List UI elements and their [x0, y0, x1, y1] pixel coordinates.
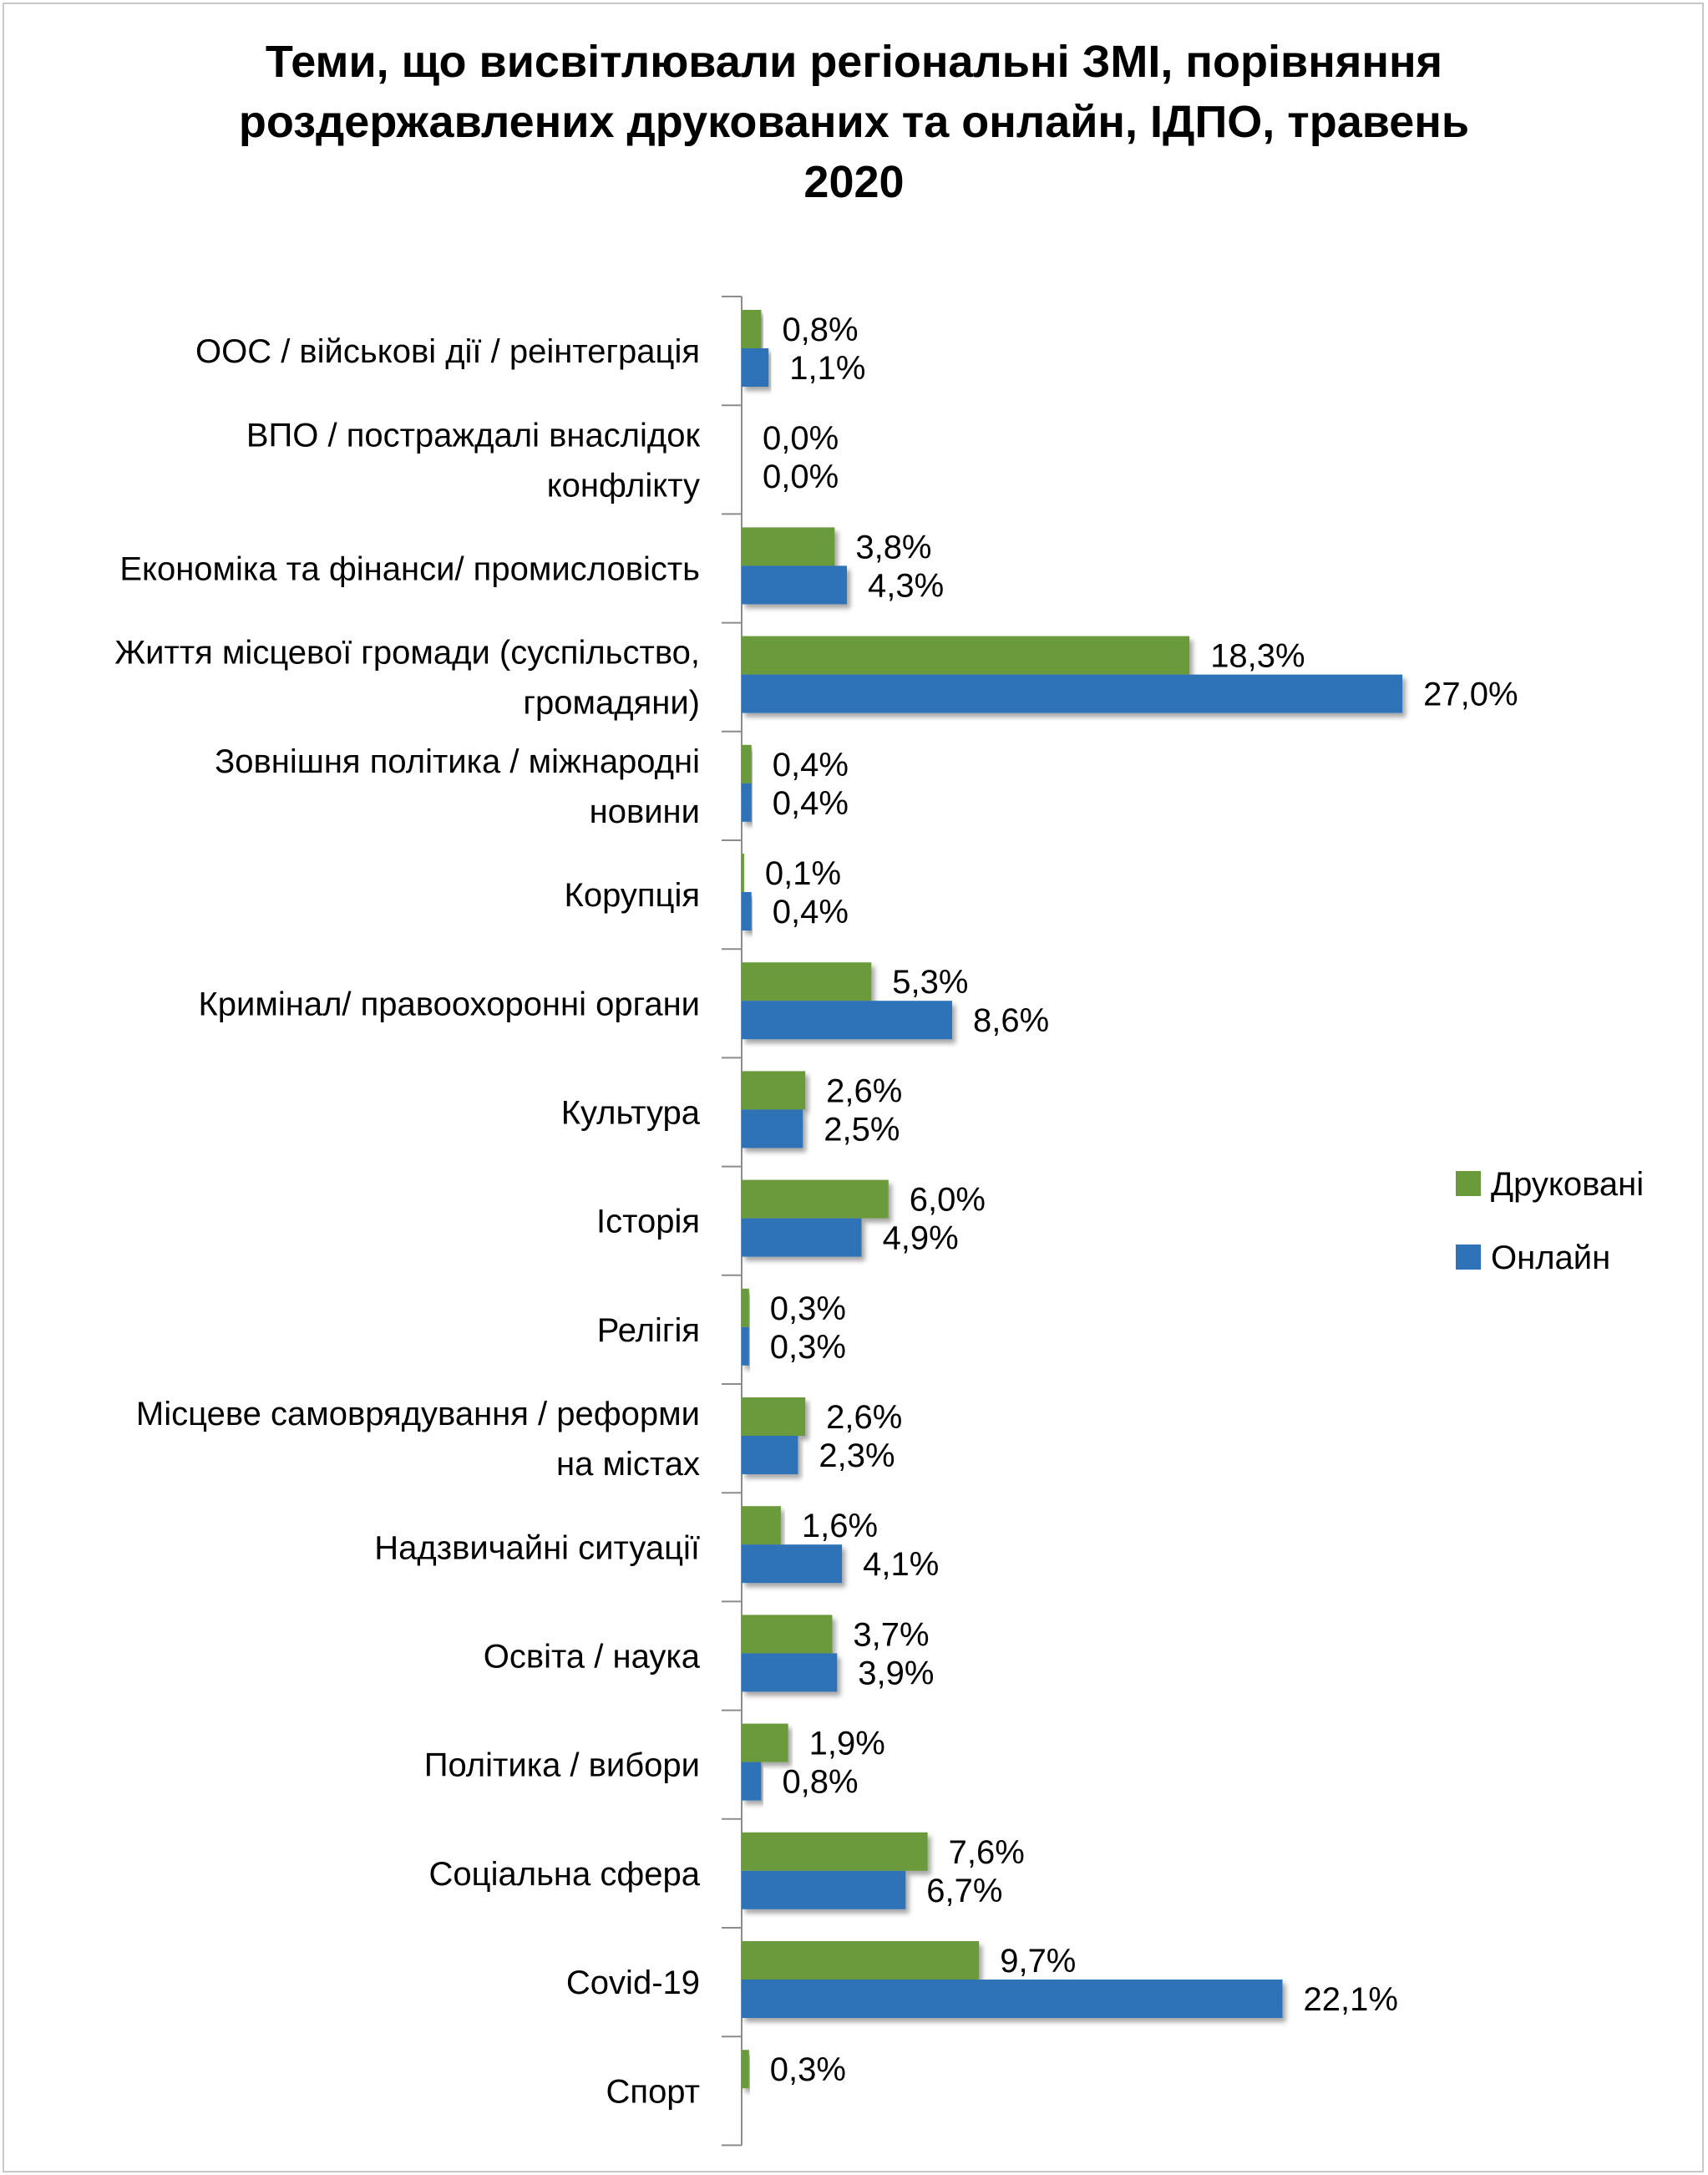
category-label: Історія	[596, 1204, 700, 1240]
data-label: 0,3%	[770, 2051, 846, 2088]
bar-printed	[742, 527, 835, 566]
data-label: 0,8%	[782, 1764, 858, 1801]
bar-printed	[742, 2050, 749, 2089]
data-label: 2,5%	[824, 1111, 900, 1148]
bar-printed	[742, 1179, 889, 1219]
bar-printed	[742, 310, 762, 348]
data-label: 2,6%	[826, 1399, 902, 1436]
data-label: 22,1%	[1304, 1981, 1398, 2018]
data-label: 0,4%	[773, 785, 849, 822]
data-label: 7,6%	[949, 1834, 1025, 1871]
category-label: Економіка та фінанси/ промисловість	[119, 551, 700, 588]
category-label: Місцеве самоврядування / реформи	[136, 1396, 700, 1432]
bar-printed	[742, 1723, 788, 1762]
data-label: 0,3%	[770, 1290, 846, 1327]
category-label: ВПО / постраждалі внаслідок	[246, 417, 701, 454]
bar-online	[742, 1870, 906, 1909]
category-label: Корупція	[565, 877, 700, 914]
bar-printed	[742, 1071, 806, 1110]
bar-online	[742, 783, 752, 822]
data-label: 1,1%	[789, 350, 865, 387]
bar-online	[742, 348, 769, 387]
category-label: Освіта / наука	[484, 1639, 701, 1676]
bar-online	[742, 1218, 862, 1257]
bar-printed	[742, 962, 872, 1001]
bar-printed	[742, 1941, 980, 1980]
bar-printed	[742, 854, 744, 892]
bar-online	[742, 1109, 803, 1148]
chart-title: Теми, що висвітлювали регіональні ЗМІ, п…	[125, 32, 1583, 212]
chart-title-line-1: Теми, що висвітлювали регіональні ЗМІ, п…	[265, 37, 1443, 87]
bar-online	[742, 1544, 843, 1584]
data-label: 1,6%	[802, 1508, 878, 1544]
bar-online	[742, 674, 1403, 713]
category-label: Надзвичайні ситуації	[374, 1529, 700, 1566]
bar-printed	[742, 1832, 928, 1871]
bar-online	[742, 1653, 838, 1692]
category-label: Спорт	[606, 2073, 700, 2110]
chart-title-line-3: 2020	[803, 157, 905, 207]
category-label: новини	[590, 793, 700, 830]
data-label: 2,6%	[826, 1072, 902, 1109]
data-label: 6,0%	[910, 1182, 986, 1219]
data-label: 0,4%	[773, 747, 849, 783]
data-label: 0,0%	[763, 420, 839, 457]
data-label: 3,9%	[858, 1655, 934, 1691]
category-label: ООС / військові дії / реінтеграція	[195, 333, 700, 370]
category-label: Релігія	[597, 1312, 700, 1349]
data-label: 5,3%	[892, 964, 968, 1001]
bar-printed	[742, 636, 1190, 675]
data-label: 0,3%	[770, 1329, 846, 1366]
bar-printed	[742, 1397, 806, 1436]
chart-frame	[3, 3, 1704, 2172]
bar-printed	[742, 744, 752, 783]
bar-printed	[742, 1615, 833, 1654]
category-label: Зовнішня політика / міжнародні	[215, 743, 700, 780]
bar-printed	[742, 1288, 749, 1327]
bar-online	[742, 1980, 1283, 2018]
data-label: 4,3%	[868, 567, 944, 604]
category-label: Життя місцевої громади (суспільство,	[114, 635, 700, 672]
data-label: 0,1%	[765, 855, 841, 892]
data-label: 0,0%	[763, 459, 839, 495]
legend-swatch-online	[1456, 1245, 1481, 1270]
bar-online	[742, 565, 847, 605]
legend-label-online: Онлайн	[1491, 1240, 1610, 1276]
category-label: громадяни)	[523, 685, 700, 722]
data-label: 3,7%	[853, 1616, 929, 1653]
data-label: 9,7%	[1000, 1943, 1076, 1980]
data-label: 0,4%	[773, 894, 849, 930]
data-label: 4,1%	[863, 1546, 939, 1583]
category-label: Культура	[561, 1095, 701, 1132]
category-label: конфлікту	[547, 467, 700, 504]
category-label: Соціальна сфера	[429, 1856, 701, 1893]
bar-online	[742, 1001, 952, 1040]
category-label: Covid-19	[566, 1965, 700, 2001]
bar-online	[742, 1436, 798, 1474]
legend-swatch-printed	[1456, 1171, 1481, 1196]
data-label: 4,9%	[883, 1220, 959, 1257]
chart-title-line-2: роздержавлених друкованих та онлайн, ІДП…	[238, 97, 1470, 147]
data-label: 0,8%	[782, 312, 858, 348]
data-label: 1,9%	[809, 1726, 885, 1762]
data-label: 27,0%	[1423, 677, 1518, 713]
category-label: Кримінал/ правоохоронні органи	[198, 986, 700, 1022]
bar-online	[742, 892, 752, 930]
data-label: 6,7%	[926, 1873, 1002, 1909]
category-label: на містах	[556, 1446, 700, 1483]
bar-online	[742, 1762, 762, 1801]
data-label: 8,6%	[973, 1002, 1049, 1039]
data-label: 3,8%	[855, 529, 931, 565]
bar-printed	[742, 1506, 781, 1545]
data-label: 2,3%	[819, 1437, 895, 1474]
category-label: Політика / вибори	[424, 1747, 700, 1784]
legend-label-printed: Друковані	[1491, 1166, 1644, 1203]
data-label: 18,3%	[1210, 638, 1305, 675]
bar-online	[742, 1326, 749, 1366]
